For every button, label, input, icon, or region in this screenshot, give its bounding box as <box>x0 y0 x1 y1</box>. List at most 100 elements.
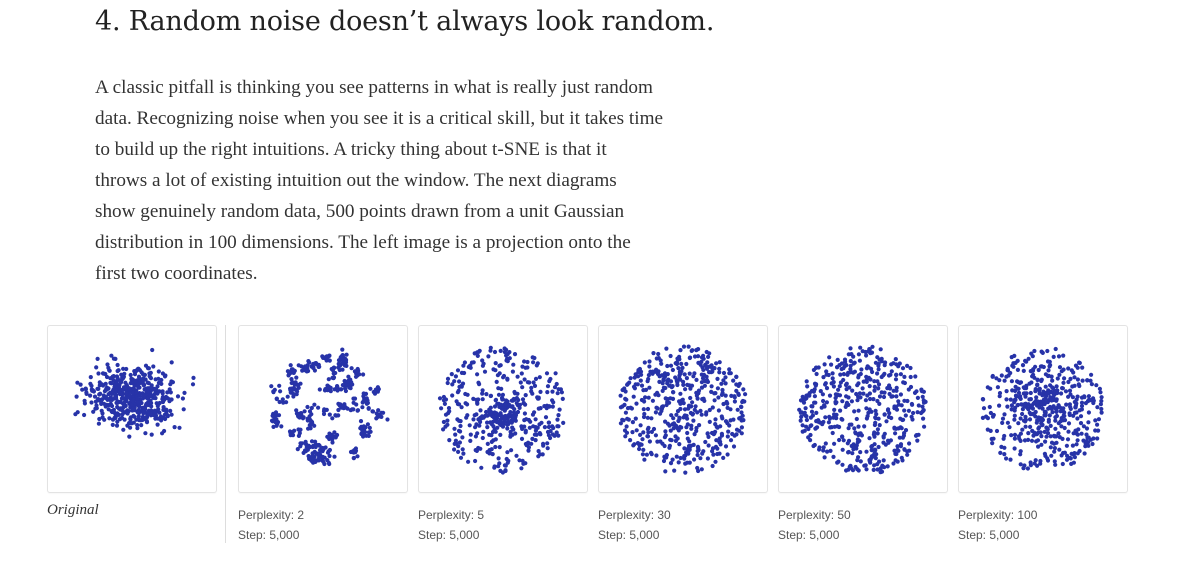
data-point <box>1005 420 1010 425</box>
data-point <box>1043 409 1048 414</box>
data-point <box>828 448 833 453</box>
data-point <box>817 445 822 450</box>
data-point <box>1029 438 1035 443</box>
data-point <box>802 410 807 415</box>
data-point <box>637 446 642 452</box>
data-point <box>460 447 465 452</box>
data-point <box>915 438 920 443</box>
data-point <box>303 439 308 444</box>
data-point <box>1075 416 1080 421</box>
data-point <box>498 432 503 437</box>
data-point <box>311 365 316 370</box>
data-point <box>533 376 539 381</box>
data-point <box>122 404 127 409</box>
data-point <box>697 423 702 428</box>
data-point <box>274 396 279 402</box>
data-point <box>97 383 102 388</box>
data-point <box>634 428 639 433</box>
data-point <box>647 359 652 364</box>
data-point <box>292 368 297 373</box>
data-point <box>1055 376 1060 381</box>
data-point <box>1045 348 1050 354</box>
data-point <box>694 425 699 431</box>
data-point <box>849 422 854 427</box>
data-point <box>685 422 690 427</box>
data-point <box>447 409 452 414</box>
data-point <box>835 357 840 362</box>
data-point <box>704 377 709 383</box>
data-point <box>1013 360 1018 365</box>
data-point <box>499 386 504 391</box>
data-point <box>1084 426 1090 431</box>
data-point <box>473 425 478 430</box>
data-point <box>1040 393 1045 398</box>
data-point <box>898 416 903 421</box>
data-point <box>512 407 517 412</box>
data-point <box>322 461 327 467</box>
data-point <box>656 351 661 357</box>
data-point <box>309 405 314 411</box>
data-point <box>713 417 718 422</box>
data-point <box>839 361 844 366</box>
data-point <box>136 404 142 409</box>
data-point <box>623 434 628 439</box>
data-point <box>313 444 318 450</box>
data-point <box>831 454 836 459</box>
data-point <box>350 382 355 387</box>
step-label: Step: 5,000 <box>958 528 1020 542</box>
data-point <box>990 441 995 446</box>
data-point <box>800 429 805 434</box>
data-point <box>642 360 647 365</box>
data-point <box>1082 395 1087 400</box>
data-point <box>739 431 744 436</box>
data-point <box>103 404 108 409</box>
data-point <box>902 374 907 379</box>
data-point <box>1028 463 1033 468</box>
data-point <box>641 414 647 420</box>
data-point <box>513 431 518 436</box>
data-point <box>837 437 842 443</box>
data-point <box>622 402 627 407</box>
data-point <box>146 411 151 416</box>
data-point <box>75 380 80 385</box>
data-point <box>504 398 509 403</box>
data-point <box>317 387 322 392</box>
data-point <box>181 407 186 412</box>
data-point <box>1098 390 1103 395</box>
data-point <box>848 363 853 368</box>
data-point <box>450 382 455 387</box>
data-point <box>456 428 462 433</box>
data-point <box>1063 389 1069 394</box>
data-point <box>279 424 284 429</box>
data-point <box>719 381 724 386</box>
data-point <box>289 377 294 382</box>
data-point <box>381 410 386 415</box>
data-point <box>1012 432 1018 437</box>
data-point <box>889 369 894 374</box>
data-point <box>646 430 651 435</box>
data-point <box>819 405 824 410</box>
data-point <box>906 387 911 392</box>
data-point <box>1022 402 1027 407</box>
data-point <box>450 393 455 398</box>
data-point <box>1075 432 1080 437</box>
data-point <box>742 399 747 404</box>
data-point <box>871 432 876 437</box>
step-label: Step: 5,000 <box>238 528 300 542</box>
data-point <box>687 439 692 444</box>
data-point <box>1060 386 1065 391</box>
data-point <box>335 388 340 393</box>
data-point <box>866 349 871 354</box>
data-point <box>903 413 908 418</box>
data-point <box>1049 406 1054 412</box>
data-point <box>833 395 838 401</box>
data-point <box>864 449 869 454</box>
data-point <box>734 427 740 432</box>
data-point <box>355 408 361 413</box>
data-point <box>1009 379 1014 384</box>
data-point <box>700 451 705 456</box>
data-point <box>344 357 349 363</box>
data-point <box>144 420 150 425</box>
data-point <box>906 408 911 413</box>
data-point <box>734 382 739 387</box>
